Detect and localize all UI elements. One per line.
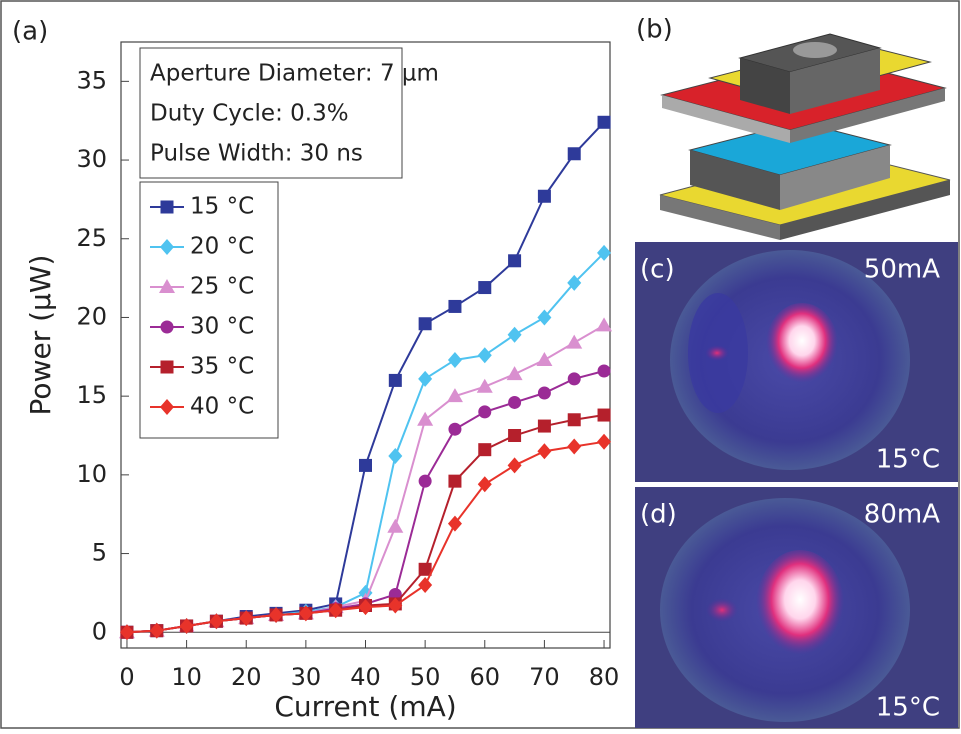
legend-label: 35 °C: [190, 354, 254, 380]
x-tick-label: 40: [350, 663, 381, 691]
panel-label: (b): [636, 15, 673, 45]
y-tick-label: 5: [92, 539, 107, 567]
marker: [538, 387, 551, 400]
y-axis-label: Power (µW): [24, 255, 57, 416]
legend-label: 25 °C: [190, 274, 254, 300]
figure: (a) 0 5 10 15 20 25 30 35 0 10 20 30 40 50 60 70 80 Curren…: [0, 0, 961, 730]
x-tick-label: 70: [529, 663, 560, 691]
legend-label: 30 °C: [190, 314, 254, 340]
marker: [161, 201, 174, 214]
marker: [538, 420, 551, 433]
y-tick-label: 10: [76, 460, 107, 488]
marker: [448, 300, 461, 313]
y-tick-label: 0: [92, 617, 107, 645]
marker: [419, 317, 432, 330]
marker: [448, 423, 461, 436]
marker: [508, 429, 521, 442]
annotation: Duty Cycle: 0.3%: [150, 101, 349, 127]
marker: [478, 281, 491, 294]
x-tick-label: 0: [119, 663, 134, 691]
marker: [389, 374, 402, 387]
y-tick-label: 35: [76, 66, 107, 94]
image-spot: [756, 550, 844, 660]
image-spot: [766, 303, 838, 387]
marker: [598, 364, 611, 377]
current-label: 80mA: [864, 500, 940, 530]
marker: [568, 147, 581, 160]
marker: [598, 409, 611, 422]
marker: [568, 413, 581, 426]
legend-label: 20 °C: [190, 234, 254, 260]
marker: [508, 396, 521, 409]
marker: [419, 475, 432, 488]
y-tick-label: 20: [76, 302, 107, 330]
annotation: Aperture Diameter: 7 µm: [150, 61, 439, 87]
panel-label: (d): [640, 500, 677, 530]
image-side-spot: [706, 598, 738, 622]
x-tick-label: 10: [171, 663, 202, 691]
x-tick-label: 30: [291, 663, 322, 691]
panel-label: (c): [640, 255, 675, 285]
x-axis-label: Current (mA): [274, 690, 456, 723]
temperature-label: 15°C: [876, 693, 940, 723]
x-tick-label: 50: [410, 663, 441, 691]
marker: [161, 321, 174, 334]
current-label: 50mA: [864, 255, 940, 285]
temperature-label: 15°C: [876, 445, 940, 475]
legend-label: 15 °C: [190, 194, 254, 220]
image-side-spot: [705, 345, 729, 361]
x-tick-label: 20: [231, 663, 262, 691]
panel-label: (a): [12, 17, 48, 47]
annotation: Pulse Width: 30 ns: [150, 141, 363, 167]
legend-label: 40 °C: [190, 394, 254, 420]
marker: [448, 475, 461, 488]
y-tick-label: 30: [76, 145, 107, 173]
marker: [478, 405, 491, 418]
marker: [568, 372, 581, 385]
marker: [538, 190, 551, 203]
y-tick-label: 15: [76, 381, 107, 409]
y-tick-label: 25: [76, 224, 107, 252]
marker: [598, 116, 611, 129]
x-tick-label: 60: [469, 663, 500, 691]
marker: [508, 254, 521, 267]
marker: [359, 459, 372, 472]
marker: [478, 443, 491, 456]
marker: [161, 361, 174, 374]
x-tick-label: 80: [589, 663, 620, 691]
